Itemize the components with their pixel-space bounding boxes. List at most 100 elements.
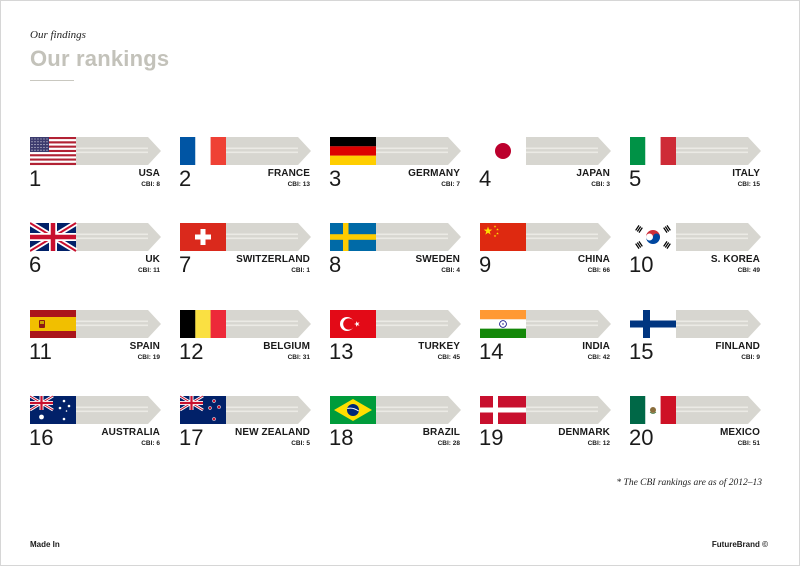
cbi-rank: CBI: 12 bbox=[587, 440, 610, 447]
country-name: MEXICO bbox=[719, 427, 760, 438]
country-name: CHINA bbox=[577, 254, 610, 265]
cbi-rank: CBI: 51 bbox=[737, 440, 760, 447]
cbi-rank: CBI: 49 bbox=[737, 267, 760, 274]
page-title: Our rankings bbox=[30, 46, 170, 71]
country-name: BELGIUM bbox=[263, 341, 310, 352]
ranking-card: 16 AUSTRALIA CBI: 6 bbox=[29, 395, 161, 457]
turkey-flag-icon bbox=[330, 310, 461, 338]
country-name: NEW ZEALAND bbox=[235, 427, 310, 438]
footer-copyright: FutureBrand © bbox=[711, 540, 768, 549]
country-name: SWITZERLAND bbox=[236, 254, 310, 265]
usa-flag-icon bbox=[30, 137, 161, 166]
country-name: GERMANY bbox=[408, 168, 460, 179]
cbi-rank: CBI: 13 bbox=[287, 181, 310, 188]
country-name: FRANCE bbox=[267, 168, 310, 179]
cbi-rank: CBI: 6 bbox=[141, 440, 160, 447]
country-name: USA bbox=[138, 168, 160, 179]
cbi-rank: CBI: 28 bbox=[437, 440, 460, 447]
south-korea-flag-icon bbox=[630, 223, 761, 251]
country-name: INDIA bbox=[582, 341, 610, 352]
cbi-rank: CBI: 7 bbox=[441, 181, 460, 188]
ranking-card: 9 CHINA CBI: 66 bbox=[479, 222, 611, 284]
ranking-card: 12 BELGIUM CBI: 31 bbox=[179, 309, 311, 371]
rank-number: 12 bbox=[179, 339, 204, 364]
rank-number: 3 bbox=[329, 166, 342, 191]
france-flag-icon bbox=[180, 137, 311, 165]
new-zealand-flag-icon bbox=[180, 395, 311, 424]
cbi-rank: CBI: 45 bbox=[437, 354, 460, 361]
country-name: BRAZIL bbox=[422, 427, 460, 438]
brazil-flag-icon bbox=[330, 396, 461, 424]
ranking-card: 14 INDIA CBI: 42 bbox=[479, 309, 611, 371]
sweden-flag-icon bbox=[330, 223, 461, 251]
rank-number: 4 bbox=[479, 166, 492, 191]
switzerland-flag-icon bbox=[180, 223, 311, 251]
ranking-card: 19 DENMARK CBI: 12 bbox=[479, 395, 611, 457]
rank-number: 19 bbox=[479, 425, 504, 450]
ranking-card: 13 TURKEY CBI: 45 bbox=[329, 309, 461, 371]
country-name: SPAIN bbox=[129, 341, 160, 352]
rank-number: 17 bbox=[179, 425, 204, 450]
ranking-card: 5 ITALY CBI: 15 bbox=[629, 136, 761, 198]
ranking-card: 15 FINLAND CBI: 9 bbox=[629, 309, 761, 371]
ranking-card: 4 JAPAN CBI: 3 bbox=[479, 136, 611, 198]
denmark-flag-icon bbox=[480, 396, 611, 424]
country-name: TURKEY bbox=[418, 341, 460, 352]
ranking-card: 18 BRAZIL CBI: 28 bbox=[329, 395, 461, 457]
country-name: JAPAN bbox=[576, 168, 610, 179]
rank-number: 10 bbox=[629, 252, 654, 277]
title-rule bbox=[30, 80, 74, 81]
section-label: Our findings bbox=[30, 29, 86, 41]
cbi-rank: CBI: 4 bbox=[441, 267, 460, 274]
footnote: * The CBI rankings are as of 2012–13 bbox=[616, 478, 762, 488]
cbi-rank: CBI: 8 bbox=[141, 181, 160, 188]
cbi-rank: CBI: 3 bbox=[591, 181, 610, 188]
rank-number: 6 bbox=[29, 252, 42, 277]
rank-number: 14 bbox=[479, 339, 504, 364]
ranking-card: 3 GERMANY CBI: 7 bbox=[329, 136, 461, 198]
rank-number: 9 bbox=[479, 252, 492, 277]
uk-flag-icon bbox=[30, 222, 161, 252]
country-name: DENMARK bbox=[558, 427, 610, 438]
country-name: UK bbox=[145, 254, 160, 265]
country-name: AUSTRALIA bbox=[101, 427, 160, 438]
ranking-card: 11 SPAIN CBI: 19 bbox=[29, 309, 161, 371]
rank-number: 8 bbox=[329, 252, 342, 277]
rank-number: 20 bbox=[629, 425, 654, 450]
rank-number: 7 bbox=[179, 252, 192, 277]
cbi-rank: CBI: 31 bbox=[287, 354, 310, 361]
japan-flag-icon bbox=[480, 137, 611, 165]
cbi-rank: CBI: 19 bbox=[137, 354, 160, 361]
country-name: S. KOREA bbox=[710, 254, 760, 265]
rank-number: 5 bbox=[629, 166, 642, 191]
rank-number: 15 bbox=[629, 339, 654, 364]
spain-flag-icon bbox=[30, 310, 161, 338]
finland-flag-icon bbox=[630, 310, 761, 338]
cbi-rank: CBI: 9 bbox=[741, 354, 760, 361]
ranking-card: 10 S. KOREA CBI: 49 bbox=[629, 222, 761, 284]
rank-number: 16 bbox=[29, 425, 54, 450]
australia-flag-icon bbox=[30, 395, 161, 424]
cbi-rank: CBI: 42 bbox=[587, 354, 610, 361]
ranking-card: 17 NEW ZEALAND CBI: 5 bbox=[179, 395, 311, 457]
cbi-rank: CBI: 15 bbox=[737, 181, 760, 188]
belgium-flag-icon bbox=[180, 310, 311, 338]
ranking-card: 2 FRANCE CBI: 13 bbox=[179, 136, 311, 198]
ranking-card: 6 UK CBI: 11 bbox=[29, 222, 161, 284]
rank-number: 2 bbox=[179, 166, 192, 191]
italy-flag-icon bbox=[630, 137, 761, 165]
rank-number: 1 bbox=[29, 166, 42, 191]
china-flag-icon bbox=[480, 223, 611, 251]
rank-number: 18 bbox=[329, 425, 354, 450]
cbi-rank: CBI: 1 bbox=[291, 267, 310, 274]
country-name: FINLAND bbox=[715, 341, 760, 352]
cbi-rank: CBI: 66 bbox=[587, 267, 610, 274]
ranking-card: 20 MEXICO CBI: 51 bbox=[629, 395, 761, 457]
footer-publication-name: Made In bbox=[30, 540, 60, 549]
germany-flag-icon bbox=[330, 137, 461, 165]
cbi-rank: CBI: 11 bbox=[137, 267, 160, 274]
cbi-rank: CBI: 5 bbox=[291, 440, 310, 447]
country-name: ITALY bbox=[732, 168, 760, 179]
rank-number: 13 bbox=[329, 339, 354, 364]
ranking-card: 8 SWEDEN CBI: 4 bbox=[329, 222, 461, 284]
